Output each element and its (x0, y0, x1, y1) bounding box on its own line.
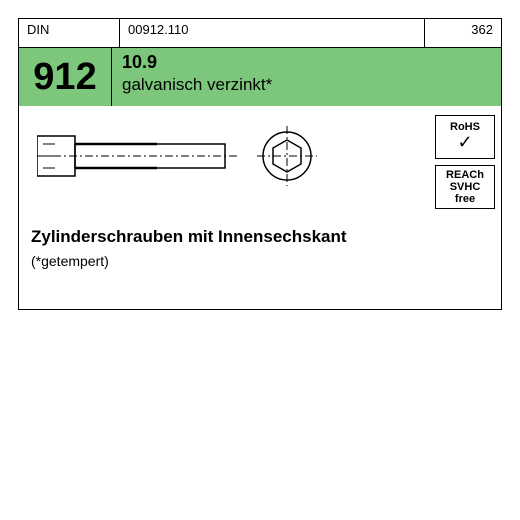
check-icon: ✓ (457, 133, 472, 153)
rohs-badge: RoHS ✓ (435, 115, 495, 159)
screw-drawing-icon (37, 114, 347, 214)
reach-l1: REACh (446, 169, 484, 181)
finish: galvanisch verzinkt* (122, 75, 491, 95)
page-no: 362 (425, 19, 501, 47)
reach-badge: REACh SVHC free (435, 165, 495, 209)
footnote: (*getempert) (31, 253, 109, 269)
drawing-area (19, 106, 501, 236)
spec-cell: 10.9 galvanisch verzinkt* (112, 48, 501, 106)
product-title: Zylinderschrauben mit Innensechskant (31, 227, 347, 247)
datasheet: DIN 00912.110 362 912 10.9 galvanisch ve… (18, 18, 502, 310)
grade: 10.9 (122, 52, 491, 73)
header-row: DIN 00912.110 362 (19, 19, 501, 48)
article-no: 00912.110 (120, 19, 425, 47)
std-label: DIN (19, 19, 120, 47)
compliance-badges: RoHS ✓ REACh SVHC free (435, 115, 495, 209)
std-number: 912 (19, 48, 112, 106)
reach-l3: free (455, 193, 475, 205)
spec-band: 912 10.9 galvanisch verzinkt* (19, 48, 501, 106)
reach-l2: SVHC (450, 181, 481, 193)
